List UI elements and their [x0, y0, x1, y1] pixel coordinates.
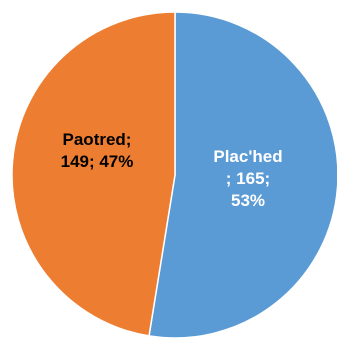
slice-label-2: Paotred; 149; 47% [61, 130, 134, 171]
pie-slices [11, 11, 337, 339]
pie-slice-1 [148, 11, 337, 339]
slice-label-2-line-2: 149; 47% [61, 152, 134, 171]
slice-label-1-line-3: 53% [231, 191, 265, 210]
slice-label-1: Plac'hed ; 165; 53% [213, 147, 282, 210]
slice-label-1-line-2: ; 165; [226, 169, 270, 188]
pie-slice-2 [11, 11, 176, 337]
pie-labels: Plac'hed ; 165; 53% Paotred; 149; 47% [61, 130, 283, 210]
slice-label-1-line-1: Plac'hed [213, 147, 282, 166]
slice-label-2-line-1: Paotred; [63, 130, 132, 149]
